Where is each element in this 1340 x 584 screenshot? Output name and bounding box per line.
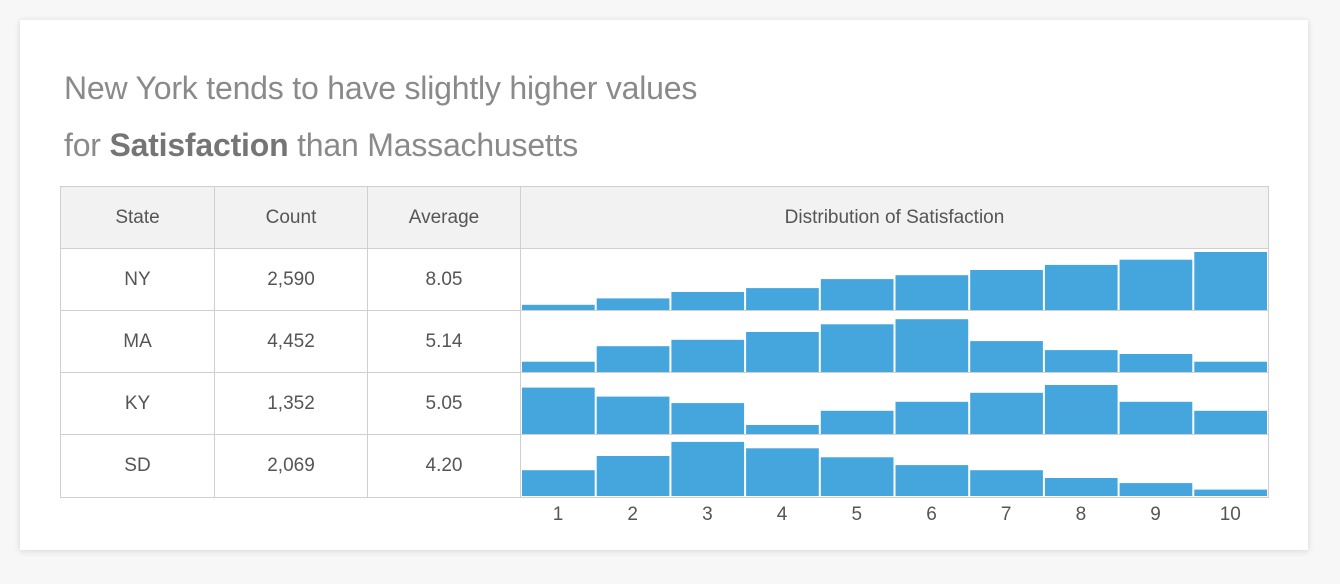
x-tick-label: 7: [1000, 504, 1012, 525]
bar-ky-7: [970, 392, 1043, 434]
bar-ky-10: [1194, 410, 1267, 434]
average-cell: 5.05: [368, 373, 521, 434]
bar-ky-6: [895, 401, 969, 434]
count-cell: 4,452: [215, 311, 368, 372]
bar-ny-6: [895, 275, 969, 310]
bar-ny-10: [1194, 252, 1267, 310]
chart-title: New York tends to have slightly higher v…: [64, 60, 1064, 174]
x-tick-label: 2: [627, 504, 638, 525]
x-tick-label: 4: [776, 504, 788, 525]
state-cell: KY: [61, 373, 215, 434]
bar-sd-6: [895, 465, 969, 496]
bar-sd-1: [522, 470, 595, 496]
bar-ky-9: [1119, 401, 1193, 434]
bar-ma-9: [1119, 354, 1193, 372]
bar-ny-5: [820, 279, 894, 310]
state-cell: NY: [61, 249, 215, 310]
bar-sd-2: [596, 456, 670, 496]
header-average: Average: [368, 187, 521, 248]
title-emphasis: Satisfaction: [109, 127, 289, 163]
header-count: Count: [215, 187, 368, 248]
bar-ma-5: [820, 324, 894, 372]
x-tick-label: 5: [851, 504, 863, 525]
bar-sd-5: [820, 457, 894, 496]
title-line-2: for Satisfaction than Massachusetts: [64, 117, 1064, 174]
bar-sd-3: [671, 441, 745, 496]
bar-ma-3: [671, 339, 745, 372]
x-tick-label: 9: [1150, 504, 1161, 525]
x-axis: 1 2 3 4 5 6 7 8 9 10: [521, 498, 1268, 528]
header-distribution: Distribution of Satisfaction: [784, 206, 1005, 228]
title-line-2-suffix: than Massachusetts: [288, 127, 579, 163]
histogram-sd: [522, 441, 1267, 496]
bar-sd-7: [970, 470, 1043, 496]
chart-card: New York tends to have slightly higher v…: [20, 20, 1308, 550]
bar-ky-5: [820, 410, 894, 434]
x-tick-label: 1: [552, 504, 564, 525]
bar-sd-8: [1044, 478, 1118, 496]
bar-ny-1: [522, 304, 595, 310]
table-row: SD 2,069 4.20: [61, 435, 1268, 497]
histogram-ny: [522, 252, 1267, 310]
count-cell: 2,069: [215, 435, 368, 497]
bar-ky-3: [671, 403, 745, 434]
title-line-1: New York tends to have slightly higher v…: [64, 70, 698, 106]
table-header-row: State Count Average Distribution of Sati…: [61, 187, 1268, 249]
state-cell: MA: [61, 311, 215, 372]
bar-ny-9: [1119, 259, 1193, 310]
histogram-ky: [522, 385, 1267, 434]
distribution-cell: [521, 311, 1268, 372]
table-row: MA 4,452 5.14: [61, 311, 1268, 373]
table-row: KY 1,352 5.05: [61, 373, 1268, 435]
distribution-cell: [521, 249, 1268, 310]
bar-ma-6: [895, 319, 969, 372]
x-tick-label: 10: [1219, 504, 1241, 525]
bar-ma-1: [522, 361, 595, 372]
bar-ky-4: [746, 425, 819, 434]
bar-ky-2: [596, 396, 670, 434]
count-cell: 2,590: [215, 249, 368, 310]
distribution-cell: [521, 373, 1268, 434]
bar-ma-2: [596, 346, 670, 372]
distribution-cell: [521, 435, 1268, 497]
bar-ky-1: [522, 387, 595, 434]
bar-ny-4: [746, 288, 819, 310]
bar-ny-2: [596, 298, 670, 310]
x-tick-label: 6: [926, 504, 937, 525]
bar-ma-4: [746, 332, 819, 372]
average-cell: 8.05: [368, 249, 521, 310]
x-tick-label: 3: [702, 504, 713, 525]
bar-ny-7: [970, 270, 1043, 310]
average-cell: 5.14: [368, 311, 521, 372]
histogram-ma: [522, 319, 1267, 372]
bar-ma-8: [1044, 350, 1118, 372]
state-cell: SD: [61, 435, 215, 497]
bar-ky-8: [1044, 385, 1118, 434]
bar-ny-3: [671, 292, 745, 310]
distribution-table: State Count Average Distribution of Sati…: [60, 186, 1269, 498]
header-state: State: [61, 187, 215, 248]
x-tick-label: 8: [1075, 504, 1087, 525]
title-line-2-prefix: for: [64, 127, 110, 163]
average-cell: 4.20: [368, 435, 521, 497]
table-row: NY 2,590 8.05: [61, 249, 1268, 311]
bar-sd-9: [1119, 483, 1193, 496]
bar-ny-8: [1044, 264, 1118, 310]
bar-ma-7: [970, 341, 1043, 372]
bar-ma-10: [1194, 361, 1267, 372]
bar-sd-4: [746, 448, 819, 496]
count-cell: 1,352: [215, 373, 368, 434]
bar-sd-10: [1194, 489, 1267, 496]
